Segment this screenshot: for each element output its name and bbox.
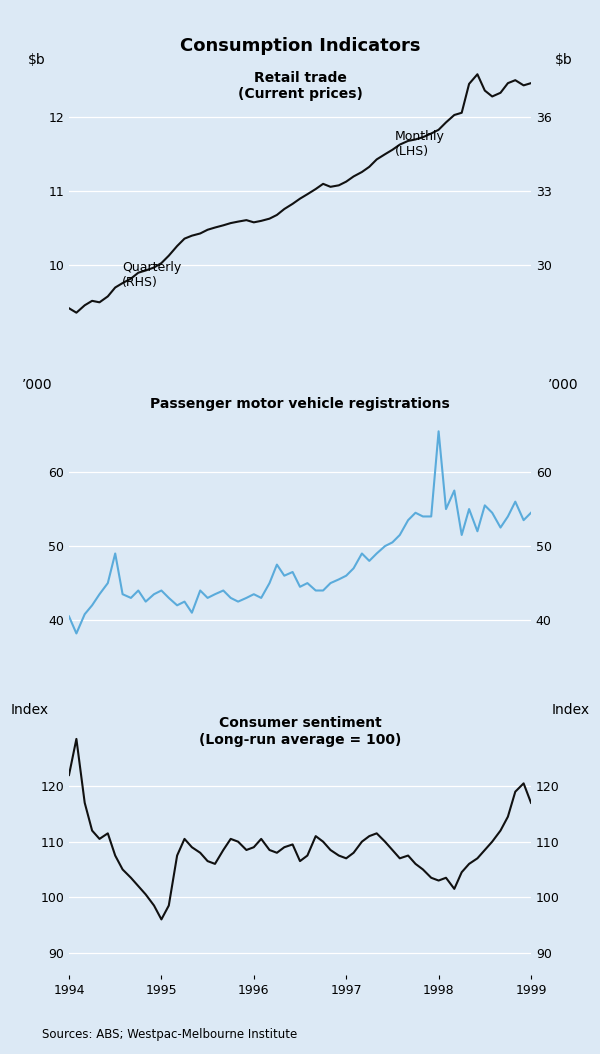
Text: Sources: ABS; Westpac-Melbourne Institute: Sources: ABS; Westpac-Melbourne Institut…: [42, 1029, 297, 1041]
Y-axis label: ’000: ’000: [22, 377, 52, 392]
Y-axis label: Index: Index: [551, 703, 589, 717]
Text: Consumption Indicators: Consumption Indicators: [180, 37, 420, 55]
Text: Retail trade
(Current prices): Retail trade (Current prices): [238, 72, 362, 101]
Text: Monthly
(LHS): Monthly (LHS): [395, 130, 445, 158]
Text: Passenger motor vehicle registrations: Passenger motor vehicle registrations: [150, 396, 450, 410]
Y-axis label: Index: Index: [11, 703, 49, 717]
Text: Consumer sentiment
(Long-run average = 100): Consumer sentiment (Long-run average = 1…: [199, 717, 401, 746]
Y-axis label: $b: $b: [28, 53, 46, 66]
Y-axis label: $b: $b: [554, 53, 572, 66]
Text: Quarterly
(RHS): Quarterly (RHS): [122, 260, 181, 289]
Y-axis label: ’000: ’000: [548, 377, 578, 392]
